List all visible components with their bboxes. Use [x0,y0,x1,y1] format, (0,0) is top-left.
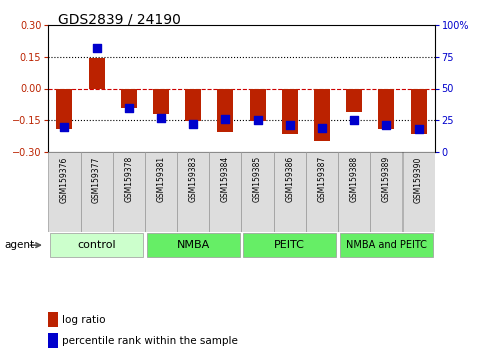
Bar [177,152,209,232]
Point [286,122,294,128]
Text: PEITC: PEITC [274,240,305,250]
Bar [340,233,433,257]
Bar [338,152,370,232]
Point [125,105,133,110]
Bar [370,152,402,232]
Point [383,122,390,128]
Bar [411,88,426,134]
Point [254,118,261,123]
Text: GSM159384: GSM159384 [221,156,230,202]
Point [93,45,100,51]
Text: agent: agent [5,240,35,250]
Text: GSM159388: GSM159388 [350,156,359,202]
Bar [243,233,337,257]
Text: GSM159377: GSM159377 [92,156,101,202]
Bar [250,88,266,121]
Bar [88,58,105,88]
Bar [153,88,169,114]
Bar [146,233,240,257]
Text: NMBA and PEITC: NMBA and PEITC [346,240,427,250]
Text: GSM159385: GSM159385 [253,156,262,202]
Bar [274,152,306,232]
Text: GSM159387: GSM159387 [317,156,327,202]
Bar [378,88,395,129]
Bar [121,88,137,108]
Point [415,126,423,132]
Text: log ratio: log ratio [62,315,105,325]
Bar [48,312,58,327]
Text: GSM159378: GSM159378 [124,156,133,202]
Text: control: control [77,240,116,250]
Bar [185,88,201,121]
Bar [145,152,177,232]
Bar [282,88,298,134]
Bar [209,152,242,232]
Bar [50,233,143,257]
Bar [48,152,81,232]
Bar [48,333,58,348]
Text: GDS2839 / 24190: GDS2839 / 24190 [58,12,181,27]
Bar [81,152,113,232]
Point [157,115,165,121]
Text: GSM159383: GSM159383 [189,156,198,202]
Text: percentile rank within the sample: percentile rank within the sample [62,336,238,346]
Bar [57,88,72,129]
Point [350,118,358,123]
Bar [242,152,274,232]
Bar [113,152,145,232]
Text: GSM159390: GSM159390 [414,156,423,202]
Point [318,125,326,131]
Bar [306,152,338,232]
Point [60,124,68,130]
Bar [346,88,362,112]
Text: GSM159386: GSM159386 [285,156,294,202]
Text: GSM159389: GSM159389 [382,156,391,202]
Point [189,121,197,127]
Text: GSM159381: GSM159381 [156,156,166,202]
Bar [217,88,233,132]
Text: NMBA: NMBA [177,240,210,250]
Text: GSM159376: GSM159376 [60,156,69,202]
Bar [314,88,330,141]
Bar [402,152,435,232]
Point [222,116,229,122]
